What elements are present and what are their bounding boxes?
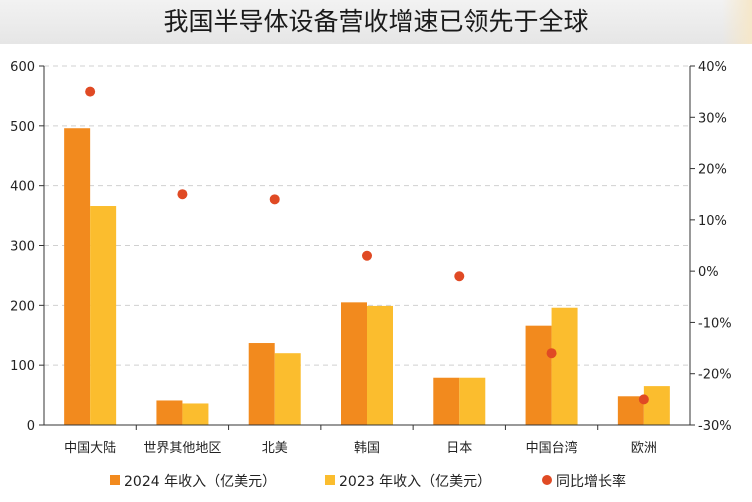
x-tick-label: 北美 [262,441,288,456]
bar-2023 [459,377,486,425]
title-accent [722,0,752,44]
bar-2024 [341,302,367,425]
bar-2023 [551,307,578,425]
bar-2023 [90,206,117,425]
y2-tick-label: -30% [698,419,732,434]
y-tick-label: 0 [27,419,35,434]
growth-point [177,189,188,200]
chart-title: 我国半导体设备营收增速已领先于全球 [163,7,589,36]
y2-tick-label: 10% [698,214,727,229]
x-tick-label: 中国大陆 [64,440,116,456]
growth-point [362,250,372,261]
legend-label: 2023 年收入（亿美元） [339,474,491,490]
y2-tick-label: 0% [698,265,719,280]
x-tick-label: 中国台湾 [526,440,578,456]
y2-tick-label: 40% [698,60,727,75]
title-band [0,0,752,44]
legend-swatch [110,475,120,485]
growth-point [638,394,649,405]
x-tick-label: 欧洲 [631,441,657,456]
growth-point [546,348,557,359]
axes: 0 100 200 300 400 500 600 -30% -20% -10% 0% 10% 20% 3… [10,60,731,456]
bar-2023 [643,386,670,425]
legend: 2024 年收入（亿美元） 2023 年收入（亿美元） 同比增长率 [110,473,626,490]
y2-tick-label: 30% [698,111,727,126]
growth-point [454,271,465,282]
legend-swatch [542,475,552,485]
legend-swatch [325,475,335,485]
points [85,86,649,405]
y-tick-label: 300 [10,240,35,255]
x-tick-label: 世界其他地区 [143,441,221,456]
bar-2023 [182,403,209,425]
bar-2024 [248,343,275,425]
y-tick-label: 200 [10,299,35,314]
bar-2024 [433,377,460,425]
growth-point [269,194,280,205]
x-tick-label: 日本 [446,441,472,456]
y-tick-label: 400 [10,180,35,195]
y-tick-label: 500 [10,120,35,135]
bar-2023 [274,353,301,425]
y2-tick-label: -20% [698,368,732,383]
x-tick-label: 韩国 [354,441,380,456]
y2-tick-label: 20% [698,163,727,178]
y-tick-label: 100 [10,359,35,374]
bar-2024 [64,128,91,425]
y-tick-label: 600 [10,60,35,75]
growth-point [85,86,96,97]
bars [64,128,670,425]
bar-2023 [367,305,393,425]
legend-label: 同比增长率 [556,473,626,490]
bar-2024 [525,325,552,425]
y2-tick-label: -10% [698,316,732,331]
legend-label: 2024 年收入（亿美元） [124,474,276,490]
bar-2024 [156,400,183,425]
